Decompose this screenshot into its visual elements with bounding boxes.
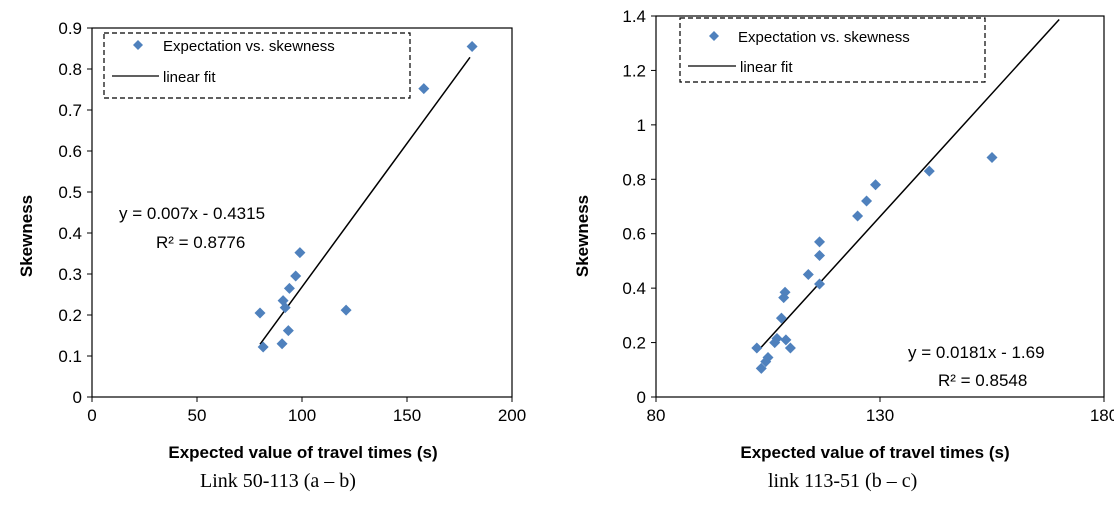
data-point (279, 302, 291, 314)
data-point (466, 40, 478, 52)
y-tick-label: 0.2 (622, 334, 646, 353)
legend-box (679, 17, 986, 83)
data-point (254, 307, 266, 319)
x-tick-label: 50 (188, 406, 207, 425)
y-tick-label: 0.6 (622, 225, 646, 244)
chart-b-svg: Skewness Expected value of travel times … (573, 7, 1114, 462)
data-point (802, 269, 814, 281)
fit-r-squared: R² = 0.8776 (156, 233, 245, 252)
x-tick-label: 100 (288, 406, 316, 425)
data-point (276, 338, 288, 350)
chart-a-svg: Skewness Expected value of travel times … (17, 19, 526, 462)
data-point (775, 312, 787, 324)
y-tick-label: 0.8 (622, 170, 646, 189)
data-point (751, 342, 763, 354)
data-point (779, 286, 791, 298)
y-tick-label: 0.5 (58, 183, 82, 202)
data-point (418, 83, 430, 95)
chart-link-113-51: Skewness Expected value of travel times … (562, 0, 1114, 470)
legend: Expectation vs. skewness linear fit (103, 32, 411, 99)
legend-marker-diamond (133, 40, 143, 50)
legend-label-fit: linear fit (163, 69, 216, 86)
x-tick-label: 80 (647, 406, 666, 425)
data-point (986, 152, 998, 164)
data-point (340, 304, 352, 316)
data-point (861, 195, 873, 207)
y-axis-title: Skewness (573, 195, 592, 277)
fit-r-squared: R² = 0.8548 (938, 371, 1027, 390)
y-tick-label: 1.4 (622, 7, 646, 26)
data-point (852, 210, 864, 222)
y-tick-label: 0 (637, 388, 646, 407)
x-tick-label: 200 (498, 406, 526, 425)
x-axis-title: Expected value of travel times (s) (168, 443, 437, 462)
legend: Expectation vs. skewness linear fit (679, 17, 986, 83)
fit-equation: y = 0.0181x - 1.69 (908, 343, 1045, 362)
data-point (814, 249, 826, 261)
linear-fit-line (756, 19, 1060, 353)
caption-a: Link 50-113 (a – b) (200, 470, 356, 492)
data-point (755, 362, 767, 374)
x-tick-label: 150 (393, 406, 421, 425)
legend-label-scatter: Expectation vs. skewness (163, 38, 335, 55)
x-axis-title: Expected value of travel times (s) (740, 443, 1009, 462)
y-tick-label: 0.6 (58, 142, 82, 161)
legend-marker-diamond (709, 31, 719, 41)
y-tick-label: 1.2 (622, 61, 646, 80)
data-point (923, 165, 935, 177)
linear-fit-line (259, 56, 471, 345)
data-point (780, 334, 792, 346)
y-tick-label: 0.4 (58, 224, 82, 243)
legend-box (103, 32, 411, 99)
y-tick-label: 0.7 (58, 101, 82, 120)
y-tick-label: 0.3 (58, 265, 82, 284)
y-tick-label: 0 (73, 388, 82, 407)
y-tick-label: 0.1 (58, 347, 82, 366)
y-tick-label: 0.8 (58, 60, 82, 79)
caption-b: link 113-51 (b – c) (768, 470, 918, 492)
data-point (294, 247, 306, 259)
y-tick-label: 1 (637, 116, 646, 135)
fit-equation: y = 0.007x - 0.4315 (119, 204, 265, 223)
data-point (814, 236, 826, 248)
data-point (257, 341, 269, 353)
y-axis-title: Skewness (17, 195, 36, 277)
y-tick-label: 0.4 (622, 279, 646, 298)
x-tick-label: 0 (87, 406, 96, 425)
legend-label-fit: linear fit (740, 59, 793, 76)
legend-label-scatter: Expectation vs. skewness (738, 29, 910, 46)
data-point (283, 282, 295, 294)
data-point (870, 179, 882, 191)
data-point (762, 352, 774, 364)
chart-link-50-113: Skewness Expected value of travel times … (0, 0, 548, 470)
data-point (760, 356, 772, 368)
data-point (290, 270, 302, 282)
y-tick-label: 0.9 (58, 19, 82, 38)
data-point (814, 278, 826, 290)
x-tick-label: 130 (866, 406, 894, 425)
data-point (784, 342, 796, 354)
data-point (282, 325, 294, 337)
x-tick-label: 180 (1090, 406, 1114, 425)
y-tick-label: 0.2 (58, 306, 82, 325)
data-point (771, 332, 783, 344)
